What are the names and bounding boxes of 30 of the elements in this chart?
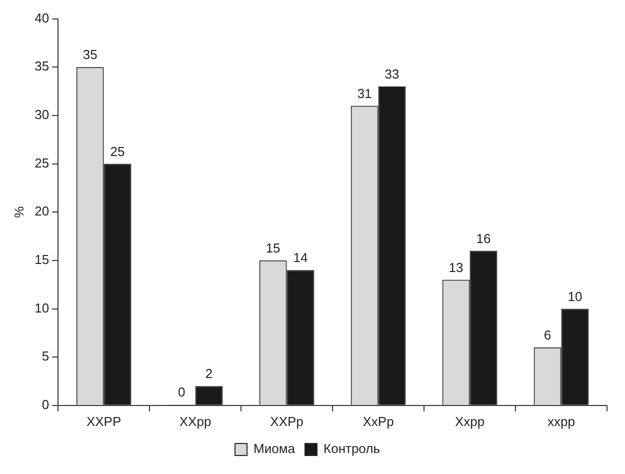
y-axis-title: % [11,206,26,218]
data-label: 2 [205,366,213,382]
data-label: 14 [293,250,308,266]
y-tick-label: 15 [34,252,50,268]
x-tick-label: XxPp [362,414,394,429]
data-label: 33 [384,66,400,82]
x-tick-label: XXPp [270,414,304,429]
y-tick-label: 10 [34,300,50,316]
data-label: 10 [568,288,582,304]
data-label: 0 [178,384,186,400]
data-label: 25 [110,144,125,159]
legend-label: Контроль [324,441,380,456]
x-tick-label: xxpp [548,414,575,429]
y-tick-label: 35 [34,58,50,74]
data-label: 35 [82,47,98,62]
y-tick-label: 30 [34,107,50,122]
data-label: 31 [357,86,372,101]
data-label: 13 [448,260,464,275]
data-label: 6 [544,327,552,342]
y-tick-label: 5 [42,348,50,364]
y-tick-label: 0 [42,396,50,412]
y-tick-label: 20 [34,204,50,219]
data-label: 16 [476,230,491,246]
x-tick-label: XXpp [179,414,212,429]
x-tick-label: XXPP [86,414,122,429]
data-label: 15 [266,240,280,256]
x-tick-label: Xxpp [454,414,485,429]
y-tick-label: 25 [34,155,50,170]
y-tick-label: 40 [34,10,50,26]
legend-label: Миома [254,441,296,456]
